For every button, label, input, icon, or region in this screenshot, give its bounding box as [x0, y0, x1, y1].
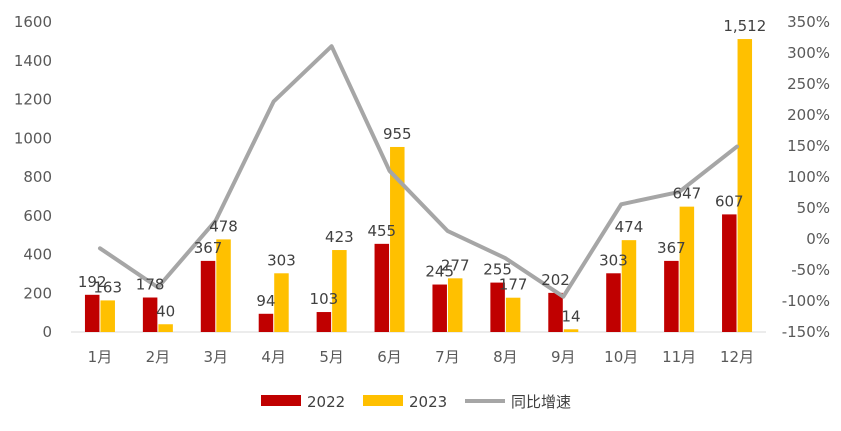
data-label-2022: 178: [136, 276, 165, 294]
x-tick-label: 5月: [319, 348, 344, 366]
data-label-2022: 255: [483, 261, 512, 279]
growth-line-series: [98, 44, 739, 299]
x-tick-label: 1月: [88, 348, 113, 366]
right-tick-label: 50%: [797, 199, 830, 217]
x-tick-label: 3月: [204, 348, 229, 366]
x-tick-label: 4月: [261, 348, 286, 366]
bar-2023: [679, 206, 695, 332]
left-tick-label: 1600: [14, 13, 52, 31]
data-label-2022: 455: [367, 222, 396, 240]
bar-2023: [100, 300, 115, 332]
data-label-2023: 478: [209, 217, 238, 235]
x-tick-label: 2月: [146, 348, 171, 366]
right-tick-label: 150%: [787, 137, 830, 155]
legend-label-growth: 同比增速: [511, 393, 571, 411]
bar-2022: [606, 273, 621, 332]
data-label-2022: 103: [310, 290, 339, 308]
bar-2023: [332, 250, 347, 332]
x-tick-label: 12月: [720, 348, 754, 366]
legend-swatch-2023: [363, 395, 403, 406]
data-label-2022: 245: [425, 263, 454, 281]
bar-2023: [505, 297, 521, 332]
right-axis-ticks: -150% -100% -50% 0% 50% 100% 150% 200% 250% 300% 3…: [782, 13, 830, 341]
x-tick-label: 11月: [662, 348, 696, 366]
bar-2022: [548, 292, 563, 332]
right-tick-label: 200%: [787, 106, 830, 124]
data-label-2022: 367: [657, 239, 686, 257]
right-tick-label: 0%: [806, 230, 830, 248]
bar-2022: [258, 313, 274, 332]
bar-2022: [316, 312, 332, 332]
legend: 2022 2023 同比增速: [261, 393, 571, 411]
left-tick-label: 1000: [14, 129, 52, 147]
bar-2023: [563, 329, 579, 332]
bar-2023: [737, 39, 753, 333]
right-tick-label: -150%: [782, 323, 830, 341]
right-tick-label: 100%: [787, 168, 830, 186]
data-label-2022: 607: [715, 192, 744, 210]
right-tick-label: -100%: [782, 292, 830, 310]
right-tick-label: 300%: [787, 44, 830, 62]
data-label-2023: 14: [561, 307, 580, 325]
bar-2023: [274, 273, 289, 332]
data-label-2023: 423: [325, 228, 354, 246]
data-label-2023: 647: [673, 185, 702, 203]
data-label-2023: 163: [93, 278, 122, 296]
bar-2023: [447, 278, 463, 332]
bar-2022: [374, 243, 390, 332]
x-tick-label: 8月: [493, 348, 518, 366]
right-tick-label: -50%: [791, 261, 830, 279]
legend-swatch-2022: [261, 395, 301, 406]
growth-line: [98, 44, 739, 299]
legend-label-2022: 2022: [307, 393, 345, 411]
bar-2023: [216, 239, 231, 332]
bar-2022: [664, 260, 679, 332]
data-label-2023: 303: [267, 251, 296, 269]
data-label-2022: 202: [541, 271, 570, 289]
x-tick-label: 7月: [435, 348, 460, 366]
bar-2023: [158, 324, 173, 332]
data-label-2023: 955: [383, 125, 412, 143]
data-label-2022: 303: [599, 251, 628, 269]
left-tick-label: 1200: [14, 91, 52, 109]
right-tick-label: 250%: [787, 75, 830, 93]
x-axis-ticks: 1月 2月 3月 4月 5月 6月 7月 8月 9月 10月 11月 12月: [88, 348, 754, 366]
bar-2022: [84, 294, 100, 332]
bar-2022: [142, 297, 158, 332]
x-tick-label: 9月: [551, 348, 576, 366]
data-label-2023: 474: [615, 218, 644, 236]
bars: [84, 39, 753, 333]
left-tick-label: 400: [23, 246, 52, 264]
left-tick-label: 600: [23, 207, 52, 225]
left-tick-label: 1400: [14, 52, 52, 70]
x-tick-label: 6月: [377, 348, 402, 366]
left-tick-label: 800: [23, 168, 52, 186]
x-tick-label: 10月: [604, 348, 638, 366]
data-label-2023: 177: [499, 276, 528, 294]
bar-2022: [490, 282, 505, 332]
left-tick-label: 0: [42, 323, 52, 341]
right-tick-label: 350%: [787, 13, 830, 31]
bar-2023: [621, 240, 637, 332]
bar-2022: [432, 284, 447, 332]
data-label-2023: 40: [156, 302, 175, 320]
legend-label-2023: 2023: [409, 393, 447, 411]
left-tick-label: 200: [23, 284, 52, 302]
bar-2023: [390, 146, 405, 332]
data-label-2023: 1,512: [723, 17, 766, 35]
data-label-2022: 367: [194, 239, 223, 257]
data-label-2022: 94: [256, 292, 275, 310]
bar-2022: [722, 214, 737, 332]
data-label-2023: 277: [441, 256, 470, 274]
left-axis-ticks: 0 200 400 600 800 1000 1200 1400 1600: [14, 13, 52, 341]
data-label-2022: 192: [78, 273, 107, 291]
bar-2022: [200, 260, 216, 332]
